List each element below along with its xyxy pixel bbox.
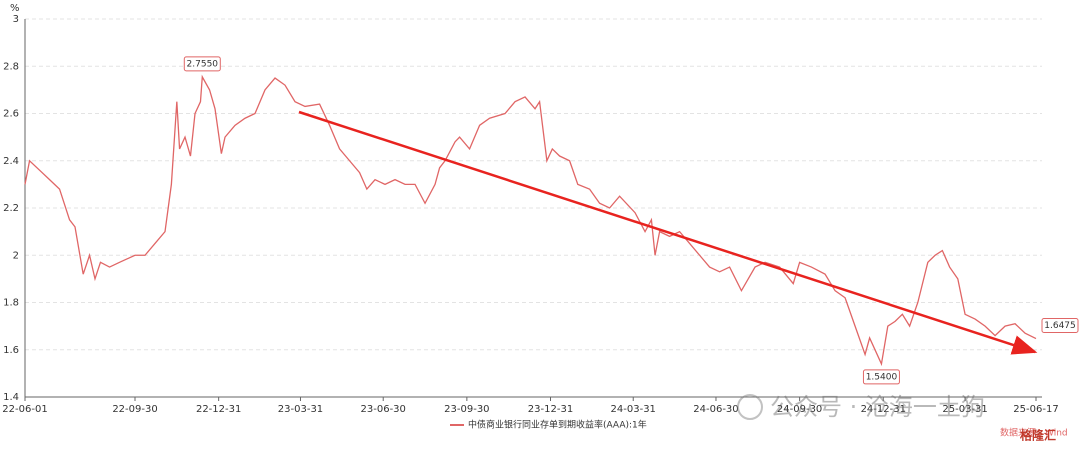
x-tick-label: 24-06-30	[693, 404, 738, 415]
x-tick-label: 24-09-30	[777, 404, 822, 415]
x-tick-label: 23-12-31	[528, 404, 573, 415]
x-tick-label: 22-09-30	[112, 404, 157, 415]
annotation-box	[183, 56, 221, 72]
x-tick-label: 25-06-17	[1013, 404, 1058, 415]
watermark: 公众号 · 沧海一土狗	[770, 393, 985, 421]
x-tick-label: 25-03-31	[942, 404, 987, 415]
y-tick-label: 2.4	[3, 156, 19, 167]
y-tick-label: 2.2	[3, 203, 19, 214]
annotation-box	[1041, 318, 1079, 334]
logo: 格隆汇	[1020, 428, 1056, 443]
y-tick-label: 1.8	[3, 298, 19, 309]
source: 数据来源：Wind	[1000, 427, 1068, 439]
legend-label: 中债商业银行同业存单到期收益率(AAA):1年	[468, 419, 647, 431]
annotation-label: 1.6475	[1044, 321, 1076, 331]
y-tick-label: 2.6	[3, 109, 19, 120]
plot: 1.4 1.6 1.8 2 2.2 2.4 2.6 2.8 3 22-06-01 22-09-30 2…	[2, 14, 1079, 431]
x-tick-label: 23-06-30	[361, 404, 406, 415]
y-tick-label: 2	[13, 250, 19, 261]
y-unit: %	[10, 3, 20, 14]
annotation-label: 1.5400	[866, 372, 898, 382]
trend-arrow	[298, 110, 1038, 355]
series-line	[24, 74, 1037, 367]
y-tick-label: 3	[13, 14, 19, 25]
annotation-box	[862, 369, 900, 385]
x-tick-label: 23-03-31	[278, 404, 323, 415]
y-tick-label: 1.6	[3, 345, 19, 356]
wechat-icon	[737, 394, 763, 420]
y-tick-label: 2.8	[3, 61, 19, 72]
x-tick-label: 24-12-31	[861, 404, 906, 415]
x-tick-label: 23-09-30	[444, 404, 489, 415]
annotation-label: 2.7550	[187, 59, 219, 69]
watermark-group: 公众号 · 沧海一土狗	[737, 393, 985, 421]
x-tick-label: 22-12-31	[196, 404, 241, 415]
y-tick-label: 1.4	[3, 392, 19, 403]
x-tick-label: 24-03-31	[611, 404, 656, 415]
x-tick-label: 22-06-01	[2, 404, 47, 415]
